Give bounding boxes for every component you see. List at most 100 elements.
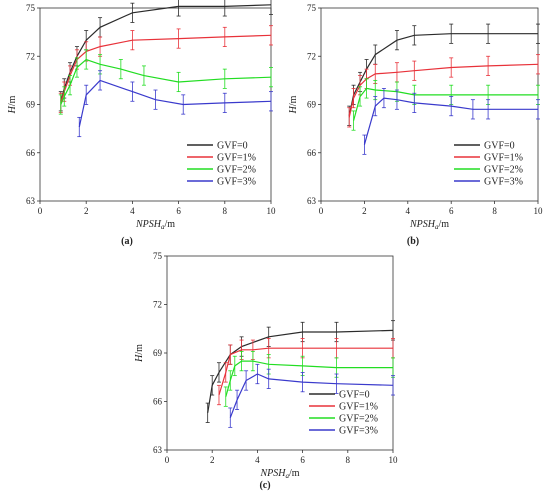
series-gvf-1-	[58, 25, 273, 113]
y-tick-label: 75	[26, 3, 36, 13]
error-bar	[153, 89, 158, 110]
error-bar	[300, 371, 305, 393]
error-bar	[381, 88, 386, 109]
x-tick-label: 0	[165, 455, 170, 465]
series-gvf-3-	[228, 363, 395, 428]
series-gvf-3-	[362, 88, 540, 155]
x-axis-title-subscript: a	[161, 223, 165, 231]
error-bar	[141, 65, 146, 86]
x-axis-title: NPSHa/m	[135, 219, 175, 231]
x-axis-title-unit: /m	[438, 219, 449, 230]
legend-entry: GVF=1%	[484, 153, 523, 164]
x-axis-title-main: NPSH	[135, 219, 162, 230]
y-axis-title: H/m	[7, 95, 18, 114]
x-tick-label: 10	[267, 206, 277, 216]
x-axis-title-unit: /m	[289, 468, 300, 479]
error-bar	[394, 89, 399, 110]
error-bar	[391, 375, 395, 396]
y-tick-label: 63	[153, 445, 163, 455]
error-bar	[235, 389, 240, 410]
error-bar	[228, 344, 233, 365]
series-line	[218, 347, 393, 396]
error-bar	[176, 28, 181, 49]
y-tick-label: 66	[307, 148, 317, 158]
x-tick-label: 4	[406, 206, 411, 216]
series-line	[229, 373, 394, 418]
series-gvf-2-	[351, 78, 540, 131]
error-bar	[216, 384, 221, 406]
legend-entry: GVF=0	[484, 141, 515, 152]
error-bar	[362, 134, 367, 155]
error-bar	[536, 99, 540, 120]
legend-entry: GVF=0	[217, 141, 248, 152]
error-bar	[486, 55, 491, 76]
x-tick-label: 4	[130, 206, 135, 216]
series-gvf-0	[347, 23, 540, 126]
legend-entry: GVF=1%	[217, 153, 256, 164]
error-bar	[232, 355, 237, 377]
error-bar	[205, 402, 210, 423]
x-tick-label: 10	[534, 206, 544, 216]
error-bar	[536, 54, 540, 75]
error-bar	[210, 375, 215, 396]
error-bar	[449, 96, 454, 117]
x-axis-title-subscript: a	[285, 472, 289, 480]
y-tick-label: 69	[26, 100, 36, 110]
x-axis-title-main: NPSH	[259, 468, 286, 479]
series-line	[348, 33, 538, 116]
x-axis-title: NPSHa/m	[409, 219, 449, 231]
y-tick-label: 66	[153, 397, 163, 407]
y-tick-label: 69	[153, 348, 163, 358]
x-tick-label: 8	[223, 206, 228, 216]
error-bar	[84, 84, 89, 105]
error-bar	[239, 350, 244, 372]
x-tick-label: 0	[38, 206, 43, 216]
error-bar	[222, 92, 227, 113]
panel-label: (a)	[121, 236, 133, 247]
y-axis-title-unit: /m	[7, 95, 18, 106]
y-tick-label: 63	[307, 196, 317, 206]
error-bar	[228, 370, 233, 391]
x-tick-label: 4	[255, 455, 260, 465]
error-bar	[269, 25, 273, 46]
error-bar	[223, 362, 228, 383]
error-bar	[176, 0, 181, 17]
series-line	[78, 79, 272, 128]
x-tick-label: 2	[362, 206, 367, 216]
error-bar	[130, 30, 135, 51]
y-tick-label: 66	[26, 148, 36, 158]
x-tick-label: 8	[346, 455, 351, 465]
error-bar	[412, 60, 417, 81]
y-tick-label: 75	[307, 3, 317, 13]
error-bar	[351, 88, 356, 109]
legend-entry: GVF=1%	[339, 402, 378, 413]
series-line	[60, 34, 272, 104]
legend-entry: GVF=2%	[339, 414, 378, 425]
legend-entry: GVF=3%	[217, 177, 256, 188]
panel-label: (c)	[259, 480, 270, 491]
x-tick-label: 6	[449, 206, 454, 216]
series-line	[353, 87, 538, 121]
error-bar	[255, 363, 260, 385]
error-bar	[62, 86, 67, 107]
legend-entry: GVF=3%	[339, 426, 378, 437]
legend-entry: GVF=0	[339, 390, 370, 401]
error-bar	[373, 96, 378, 117]
x-axis-title-unit: /m	[164, 219, 175, 230]
error-bar	[244, 370, 249, 391]
y-axis-title-unit: /m	[288, 95, 299, 106]
y-axis-title-unit: /m	[134, 344, 145, 355]
error-bar	[250, 350, 255, 372]
x-axis-title: NPSHa/m	[259, 468, 299, 480]
error-bar	[269, 91, 273, 112]
series-gvf-2-	[58, 49, 273, 115]
y-tick-label: 69	[307, 100, 317, 110]
error-bar	[176, 71, 181, 93]
error-bar	[222, 68, 227, 89]
error-bar	[222, 26, 227, 47]
x-tick-label: 10	[389, 455, 399, 465]
chart-panel-1: 0 2 4 6 8 106366697275NPSHa/mH/m(a)GVF=0GVF=1…	[7, 0, 276, 247]
